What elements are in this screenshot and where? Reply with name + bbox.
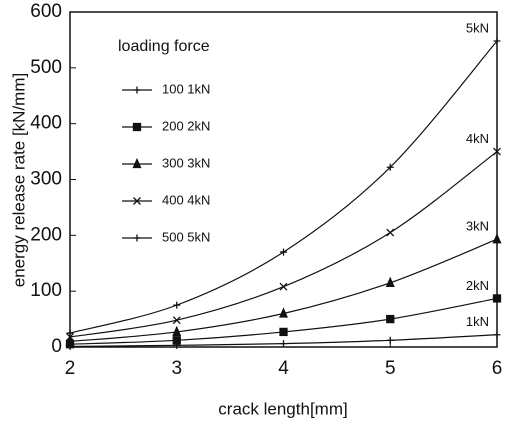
marker <box>172 336 181 345</box>
marker <box>492 294 502 303</box>
marker <box>385 276 395 287</box>
legend-label: 200 2kN <box>162 118 210 133</box>
legend-label: 400 4kN <box>162 192 210 207</box>
x-tick-label: 6 <box>492 358 503 379</box>
y-tick-label: 0 <box>51 336 62 357</box>
x-tick-label: 5 <box>385 358 396 379</box>
end-label: 1kN <box>466 314 489 329</box>
y-tick-label: 100 <box>30 280 62 301</box>
end-label: 5kN <box>466 20 489 35</box>
marker <box>132 157 142 169</box>
x-tick-label: 2 <box>65 358 76 379</box>
series-line <box>69 40 498 334</box>
legend-label: 300 3kN <box>162 155 210 170</box>
legend-title: loading force <box>118 38 210 55</box>
legend-label: 500 5kN <box>162 229 210 244</box>
marker <box>386 228 395 237</box>
marker <box>133 197 141 205</box>
marker <box>133 86 141 94</box>
series-line <box>69 297 498 345</box>
marker <box>280 248 287 256</box>
marker <box>173 301 181 309</box>
marker <box>386 336 394 344</box>
legend-label: 100 1kN <box>162 81 210 96</box>
marker <box>493 331 501 339</box>
marker <box>386 314 395 324</box>
marker <box>279 282 288 291</box>
marker <box>280 340 287 348</box>
x-tick-label: 4 <box>278 358 289 379</box>
end-label: 4kN <box>466 131 489 146</box>
marker <box>133 234 141 242</box>
y-axis-label: energy release rate [kN/mm] <box>9 73 28 287</box>
x-tick-label: 3 <box>171 358 182 379</box>
marker <box>386 163 394 171</box>
marker <box>279 307 288 318</box>
marker <box>132 122 142 132</box>
marker <box>279 327 288 337</box>
y-tick-label: 400 <box>30 113 62 134</box>
end-label: 3kN <box>466 219 489 234</box>
y-tick-label: 500 <box>30 57 62 78</box>
marker <box>493 147 501 156</box>
marker <box>172 325 182 337</box>
y-tick-label: 200 <box>30 224 62 245</box>
y-tick-label: 300 <box>30 169 62 190</box>
marker <box>66 329 74 337</box>
marker <box>66 332 74 341</box>
marker <box>492 233 502 244</box>
x-axis-label: crack length[mm] <box>218 399 347 418</box>
plot-frame <box>69 11 498 348</box>
y-tick-label: 600 <box>30 1 62 22</box>
end-label: 2kN <box>466 278 489 293</box>
marker <box>65 335 75 346</box>
marker <box>493 37 501 45</box>
marker <box>172 316 181 325</box>
